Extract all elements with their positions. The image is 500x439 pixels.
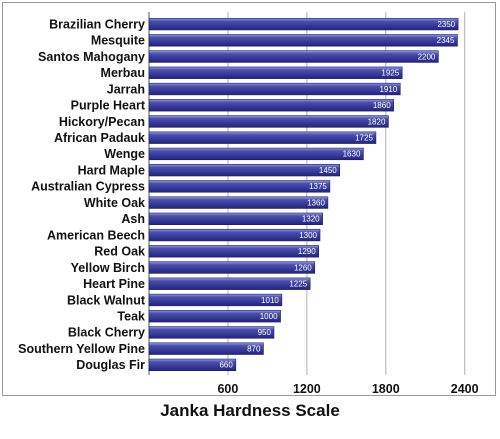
bar-group: 1925 — [148, 66, 403, 79]
bar-group: 660 — [148, 358, 237, 372]
bar-value-label: 1300 — [299, 231, 317, 240]
category-label: Brazilian Cherry — [49, 17, 145, 31]
bar-value-label: 1860 — [373, 101, 391, 110]
bar-group: 1450 — [148, 164, 341, 177]
bar-value-label: 660 — [219, 361, 233, 370]
bar — [148, 196, 329, 209]
bar-value-label: 2350 — [437, 20, 455, 29]
bar-group: 2350 — [148, 17, 459, 31]
category-label: Black Cherry — [68, 326, 145, 340]
category-label: Mesquite — [91, 34, 145, 48]
bar — [148, 164, 341, 177]
bar-value-label: 1260 — [294, 263, 312, 272]
bar-value-label: 950 — [258, 328, 272, 337]
bar — [148, 293, 283, 307]
bar — [148, 180, 331, 193]
category-label: African Padauk — [54, 131, 145, 145]
bar-value-label: 1320 — [302, 215, 320, 224]
bar — [148, 358, 237, 372]
bar-group: 1225 — [148, 277, 311, 290]
category-label: Santos Mahogany — [38, 50, 145, 64]
bar — [148, 115, 389, 128]
x-tick-label: 600 — [217, 382, 238, 396]
category-label: Australian Cypress — [31, 180, 145, 194]
x-tick-label: 2400 — [451, 382, 479, 396]
category-label: Southern Yellow Pine — [18, 342, 145, 356]
bar-value-label: 1725 — [355, 134, 373, 143]
bar-group: 1820 — [148, 115, 389, 128]
x-axis-ticks: 600 1200 1800 2400 — [217, 382, 478, 396]
bar-group: 1910 — [148, 82, 401, 96]
bar-value-label: 2200 — [418, 52, 436, 61]
category-label: Red Oak — [94, 245, 145, 259]
bar — [148, 131, 377, 144]
bar-value-label: 1360 — [307, 198, 325, 207]
bar-value-label: 1450 — [319, 166, 337, 175]
bar — [148, 261, 316, 274]
bar — [148, 342, 264, 355]
bar-group: 1375 — [148, 180, 331, 193]
category-label: Hard Maple — [78, 163, 145, 177]
bar — [148, 310, 281, 323]
category-label: American Beech — [47, 228, 145, 242]
category-label: Purple Heart — [71, 99, 146, 113]
category-label: Hickory/Pecan — [59, 115, 145, 129]
category-label: White Oak — [84, 196, 145, 210]
bar-group: 1300 — [148, 228, 321, 242]
bar — [148, 50, 439, 63]
category-label: Teak — [117, 310, 145, 324]
bar — [148, 147, 364, 161]
bar-group: 950 — [148, 326, 275, 339]
bar-value-label: 1225 — [289, 280, 307, 289]
x-tick-label: 1200 — [293, 382, 321, 396]
chart-title: Janka Hardness Scale — [160, 401, 340, 420]
bar — [148, 326, 275, 339]
bar-group: 1320 — [148, 212, 323, 225]
x-tick-label: 1800 — [372, 382, 400, 396]
category-label: Merbau — [101, 66, 145, 80]
bar-group: 1860 — [148, 99, 394, 112]
category-label: Wenge — [104, 147, 145, 161]
category-label: Ash — [121, 212, 145, 226]
bar-value-label: 1000 — [260, 312, 278, 321]
bar-group: 1260 — [148, 261, 316, 274]
category-label: Yellow Birch — [71, 261, 145, 275]
bar-value-label: 870 — [247, 344, 261, 353]
bar — [148, 17, 459, 31]
bar-group: 1290 — [148, 245, 319, 258]
bar-value-label: 1375 — [309, 182, 327, 191]
category-label: Black Walnut — [67, 293, 146, 307]
bar — [148, 212, 323, 225]
bar — [148, 228, 321, 242]
bar-group: 1010 — [148, 293, 283, 307]
bar-value-label: 1290 — [298, 247, 316, 256]
bar-value-label: 1630 — [343, 150, 361, 159]
bar-group: 1630 — [148, 147, 364, 161]
bar-value-label: 1910 — [379, 85, 397, 94]
bar — [148, 66, 403, 79]
category-label: Douglas Fir — [76, 358, 145, 372]
bar — [148, 99, 394, 112]
bar-value-label: 1820 — [368, 117, 386, 126]
bar-value-label: 1010 — [261, 296, 279, 305]
bar — [148, 245, 319, 258]
bar-group: 1725 — [148, 131, 377, 144]
category-labels: Brazilian Cherry Mesquite Santos Mahogany M… — [18, 17, 146, 372]
bar-group: 870 — [148, 342, 264, 355]
category-label: Jarrah — [107, 82, 145, 96]
bar — [148, 277, 311, 290]
category-label: Heart Pine — [83, 277, 145, 291]
bar — [148, 82, 401, 96]
bar-group: 1360 — [148, 196, 329, 209]
bar — [148, 34, 458, 47]
bar-group: 2345 — [148, 34, 458, 47]
bar-group: 1000 — [148, 310, 281, 323]
bar-value-label: 1925 — [381, 69, 399, 78]
chart-frame: 2350 2345 2200 1925 1910 1860 1820 1725 1630 1450… — [2, 2, 496, 396]
bar-group: 2200 — [148, 50, 439, 63]
bar-value-label: 2345 — [437, 36, 455, 45]
